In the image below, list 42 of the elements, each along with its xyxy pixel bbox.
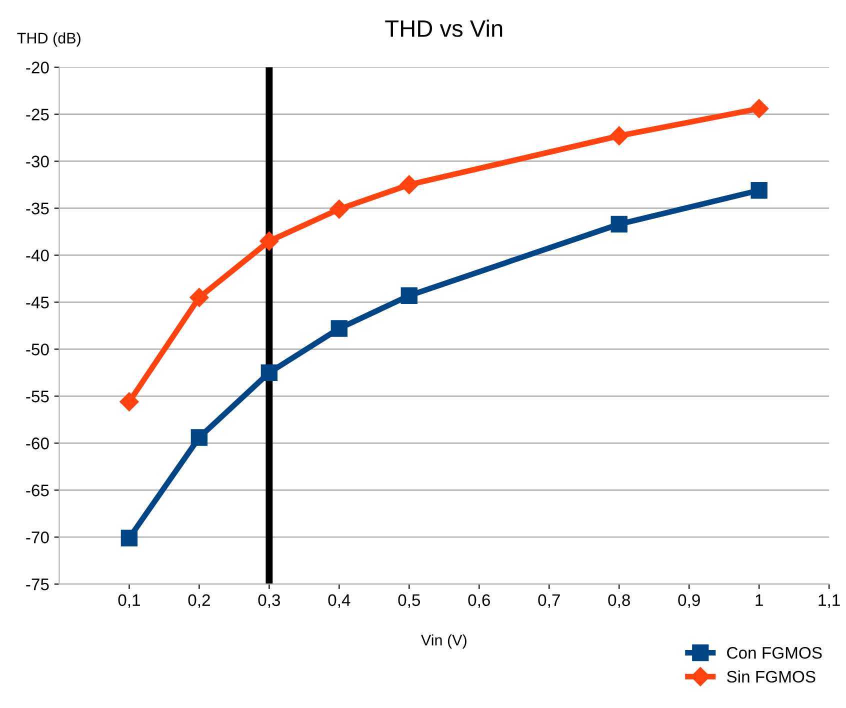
point	[190, 429, 208, 446]
x-axis-title: Vin (V)	[421, 634, 466, 649]
x-tick-label: 1,1	[818, 594, 840, 608]
y-tick-label: -35	[26, 202, 49, 214]
point	[750, 182, 768, 199]
x-tick-label: 0,8	[608, 594, 630, 608]
y-tick-label: -75	[26, 578, 49, 590]
point	[400, 287, 418, 304]
y-tick-label: -20	[26, 62, 49, 74]
point	[610, 126, 629, 146]
y-axis-title: THD (dB)	[17, 32, 80, 47]
point	[330, 320, 348, 337]
x-tick-label: 0,5	[398, 594, 420, 608]
x-tick-label: 0,2	[188, 594, 210, 608]
y-tick-label: -70	[26, 532, 49, 544]
point	[610, 216, 628, 233]
chart-title: THD vs Vin	[385, 20, 502, 37]
y-tick-label: -55	[26, 390, 49, 402]
point	[120, 392, 139, 412]
x-tick-label: 0,9	[678, 594, 700, 608]
legend-label: Con FGMOS	[727, 646, 822, 659]
x-tick-label: 1	[756, 594, 763, 606]
x-tick-label: 0,3	[258, 594, 280, 608]
y-tick-label: -60	[26, 438, 49, 450]
x-tick-label: 0,7	[538, 594, 560, 608]
point	[260, 232, 279, 251]
x-tick-label: 0,1	[118, 594, 140, 608]
point	[190, 288, 209, 308]
x-tick-label: 0,4	[328, 594, 350, 608]
point	[750, 99, 769, 118]
point	[260, 364, 278, 381]
point	[400, 175, 419, 194]
y-tick-label: -40	[26, 250, 49, 262]
y-tick-label: -45	[26, 296, 49, 308]
y-tick-label: -50	[26, 344, 49, 356]
point	[120, 530, 138, 546]
y-tick-label: -25	[26, 108, 49, 120]
y-tick-label: -65	[26, 484, 49, 496]
legend-label: Sin FGMOS	[726, 670, 816, 683]
y-tick-label: -30	[26, 156, 49, 168]
point	[330, 200, 349, 219]
x-tick-label: 0,6	[468, 594, 490, 608]
